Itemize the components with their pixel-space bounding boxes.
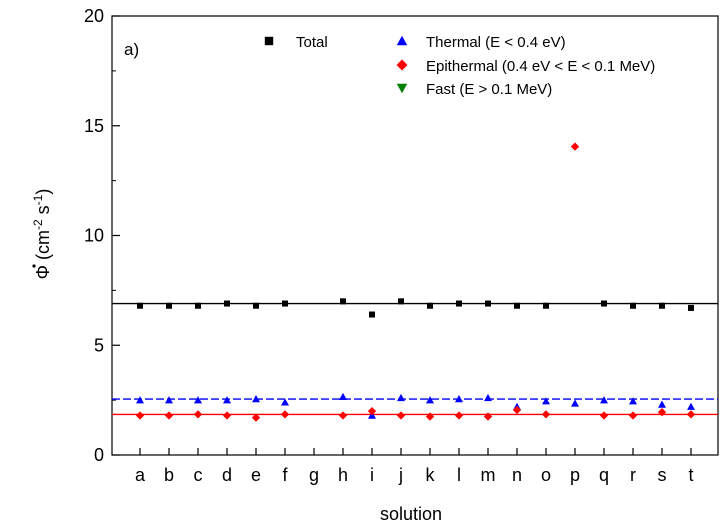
y-axis-dot [32,264,36,268]
legend-label: Thermal (E < 0.4 eV) [426,34,566,51]
data-point [164,411,174,420]
data-point [137,302,143,309]
svg-text:Φ (cm-2 s-1): Φ (cm-2 s-1) [31,189,53,280]
legend: Total Thermal (E < 0.4 eV) Epithermal (0.4… [264,34,655,98]
y-tick-label: 15 [84,116,104,136]
data-point [282,300,288,307]
data-point [338,411,348,420]
data-point [629,397,637,405]
x-axis-title: solution [380,504,442,524]
data-point [543,302,549,309]
legend-label: Epithermal (0.4 eV < E < 0.1 MeV) [426,58,655,75]
data-point [224,300,230,307]
data-point [688,304,694,311]
data-point [339,392,347,401]
legend-marker [264,36,274,46]
x-tick-label: h [338,465,348,485]
data-point [194,396,202,404]
data-point [628,411,638,420]
data-point [600,396,608,404]
y-tick-label: 0 [94,445,104,465]
x-tick-label: j [398,465,403,485]
data-point [541,410,551,419]
x-tick-label: s [658,465,667,485]
data-point [280,410,290,419]
data-point [630,302,636,309]
data-point [484,393,492,402]
data-point [252,395,260,403]
plot-frame [111,15,719,456]
x-tick-label: m [481,465,496,485]
y-tick-label: 5 [94,335,104,355]
data-point [570,142,580,151]
data-point [195,302,201,309]
data-point [686,410,696,419]
data-point [166,302,172,309]
data-point [396,411,406,420]
data-point [165,396,173,404]
x-tick-label: i [370,465,374,485]
legend-marker [396,35,408,46]
x-tick-label: t [688,465,693,485]
x-tick-label: e [251,465,261,485]
data-point [599,411,609,420]
data-point [514,302,520,309]
reference-lines [112,302,718,416]
data-point [427,302,433,309]
data-point [223,396,231,404]
data-points [135,142,696,422]
axes: 0 5 10 15 20 a b c d e f g h i j k l m n o p q r s t [84,6,719,485]
x-tick-label: k [426,465,436,485]
x-tick-label: q [599,465,609,485]
data-point [454,411,464,420]
x-tick-label: n [512,465,522,485]
y-axis-title: Φ (cm-2 s-1) [31,189,53,280]
x-tick-label: d [222,465,232,485]
data-point [657,408,667,417]
data-point [485,300,491,307]
data-point [340,298,346,305]
data-point [251,413,261,422]
data-point [483,412,493,421]
data-point [135,411,145,420]
data-point [193,410,203,419]
x-tick-label: p [570,465,580,485]
data-point [512,405,522,415]
data-point [687,402,695,410]
legend-label: Total [296,34,328,51]
x-tick-label: l [457,465,461,485]
data-point [253,302,259,309]
panel-label: a) [124,40,139,59]
data-point [222,411,232,420]
legend-marker [396,59,408,71]
x-tick-label: o [541,465,551,485]
data-point [136,396,144,404]
x-tick-label: a [135,465,146,485]
data-point [281,398,289,406]
x-tick-label: g [309,465,319,485]
x-tick-label: r [630,465,636,485]
data-point [659,302,665,309]
legend-label: Fast (E > 0.1 MeV) [426,81,552,98]
data-point [369,311,375,318]
x-tick-label: f [282,465,288,485]
data-point [571,399,579,407]
x-tick-label: c [194,465,203,485]
legend-marker [396,83,408,94]
data-point [426,396,434,404]
data-point [455,395,463,403]
data-point [397,393,405,402]
x-tick-label: b [164,465,174,485]
data-point [367,406,377,416]
data-point [601,300,607,307]
data-point [456,300,462,307]
data-point [425,412,435,421]
y-tick-label: 20 [84,6,104,26]
data-point [542,397,550,405]
y-tick-label: 10 [84,226,104,246]
y-axis-symbol: Φ [33,265,53,279]
data-point [658,400,666,408]
data-point [398,298,404,305]
